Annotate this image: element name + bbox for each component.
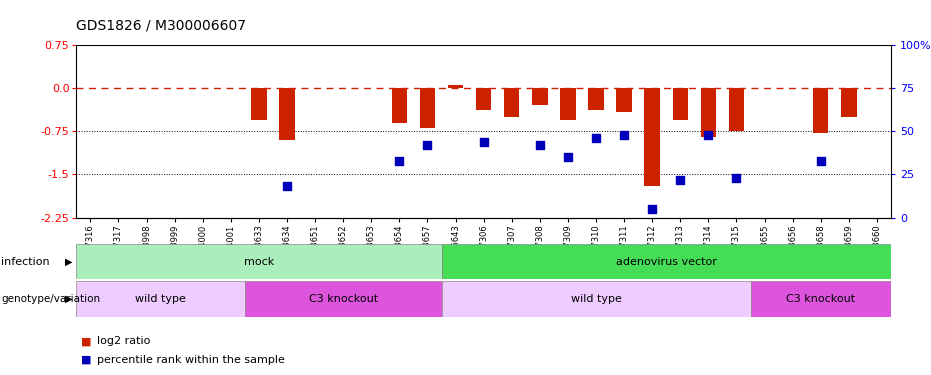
- Bar: [644, 88, 660, 186]
- Bar: [441, 281, 750, 317]
- Bar: [750, 281, 891, 317]
- Bar: [504, 88, 519, 117]
- Bar: [420, 88, 435, 128]
- Bar: [279, 88, 295, 140]
- Point: [392, 158, 407, 164]
- Point: [588, 135, 603, 141]
- Point: [814, 158, 829, 164]
- Text: genotype/variation: genotype/variation: [1, 294, 100, 304]
- Bar: [392, 88, 407, 123]
- Bar: [476, 88, 492, 110]
- Text: log2 ratio: log2 ratio: [97, 336, 150, 346]
- Bar: [813, 88, 829, 133]
- Bar: [729, 88, 744, 131]
- Text: ▶: ▶: [65, 256, 73, 267]
- Point: [560, 154, 575, 160]
- Text: infection: infection: [1, 256, 49, 267]
- Point: [729, 175, 744, 181]
- Text: mock: mock: [244, 256, 274, 267]
- Bar: [251, 88, 266, 120]
- Bar: [533, 88, 547, 105]
- Point: [476, 139, 492, 145]
- Text: ▶: ▶: [65, 294, 73, 304]
- Bar: [672, 88, 688, 120]
- Bar: [448, 85, 464, 88]
- Text: C3 knockout: C3 knockout: [786, 294, 856, 304]
- Text: GDS1826 / M300006607: GDS1826 / M300006607: [76, 19, 247, 33]
- Text: adenovirus vector: adenovirus vector: [615, 256, 717, 267]
- Bar: [245, 281, 441, 317]
- Point: [420, 142, 435, 148]
- Point: [645, 206, 660, 212]
- Bar: [76, 244, 441, 279]
- Point: [533, 142, 547, 148]
- Bar: [560, 88, 575, 120]
- Point: [616, 132, 631, 138]
- Text: C3 knockout: C3 knockout: [309, 294, 378, 304]
- Point: [701, 132, 716, 138]
- Point: [279, 183, 294, 189]
- Bar: [588, 88, 603, 110]
- Bar: [616, 88, 632, 112]
- Text: wild type: wild type: [135, 294, 186, 304]
- Bar: [701, 88, 716, 137]
- Point: [673, 177, 688, 183]
- Text: ■: ■: [81, 336, 91, 346]
- Bar: [441, 244, 891, 279]
- Bar: [76, 281, 245, 317]
- Bar: [841, 88, 857, 117]
- Text: ■: ■: [81, 355, 91, 365]
- Text: percentile rank within the sample: percentile rank within the sample: [97, 355, 285, 365]
- Text: wild type: wild type: [571, 294, 622, 304]
